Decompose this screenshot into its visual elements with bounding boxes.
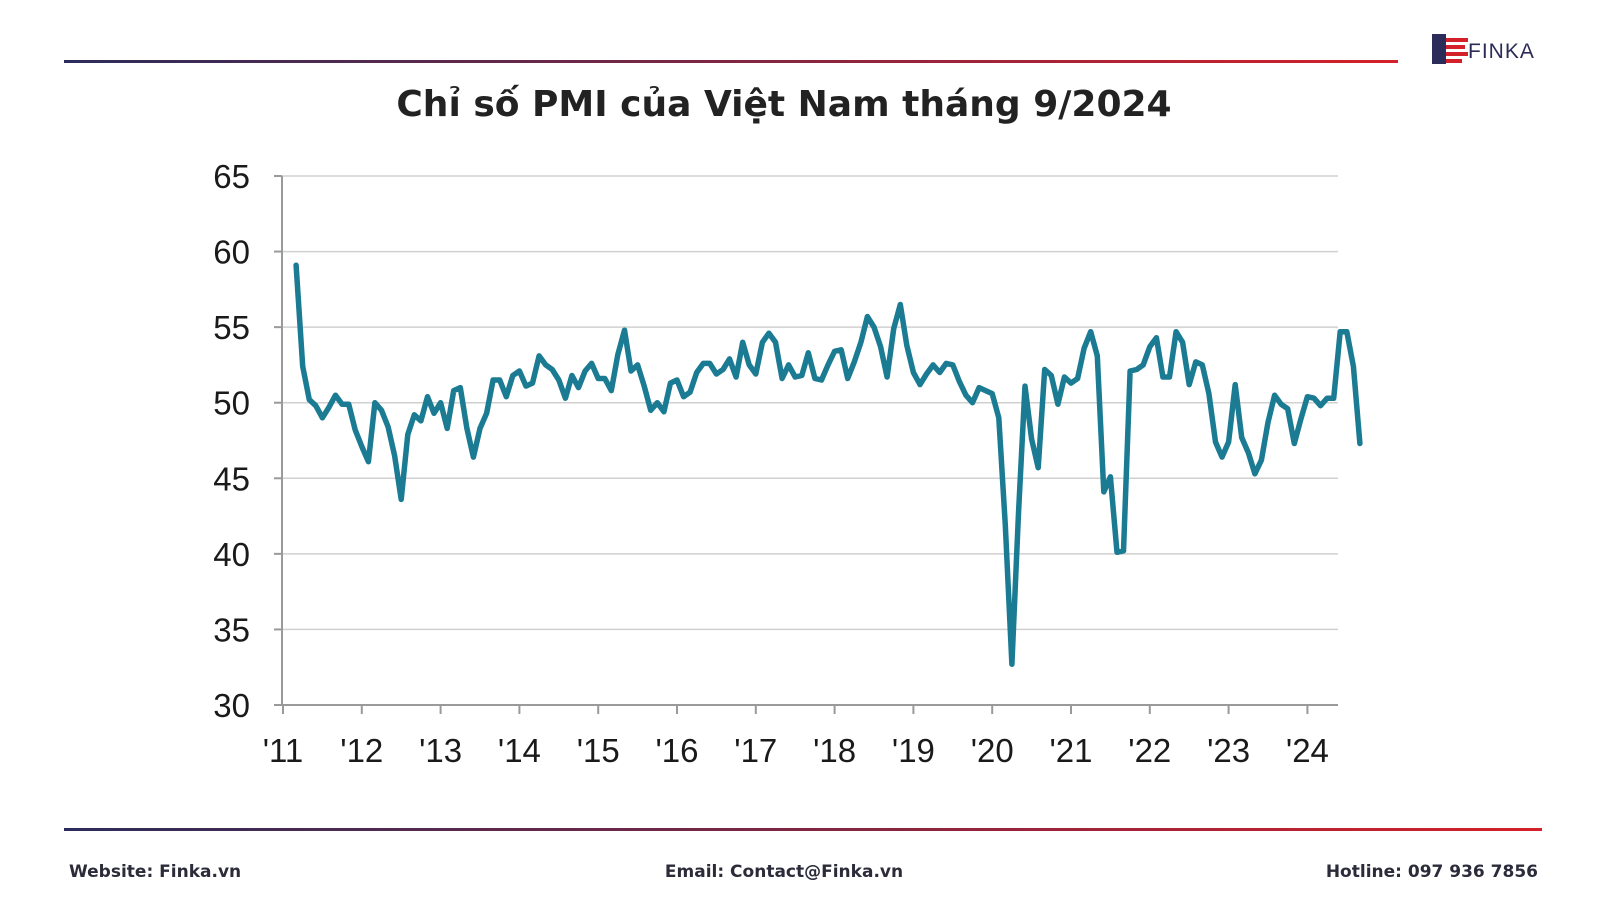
x-tick-label: '20 (971, 732, 1014, 769)
x-tick-labels: '11 '12 '13 '14 '15 '16 '17 '18 '19 '20 '21 '22 '23 '… (263, 732, 1329, 769)
x-tick-label: '21 (1049, 732, 1092, 769)
x-tick-label: '19 (892, 732, 935, 769)
y-tick-label: 50 (213, 385, 250, 422)
footer-hotline: Hotline: 097 936 7856 (1325, 862, 1538, 882)
footer-website[interactable]: Website: Finka.vn (69, 862, 242, 882)
x-tick-label: '16 (655, 732, 698, 769)
y-tick-label: 55 (213, 309, 250, 346)
y-tick-labels: 65 60 55 50 45 40 35 30 (213, 158, 250, 724)
gridlines (282, 175, 1338, 631)
y-tick-label: 35 (213, 611, 250, 648)
x-tick-label: '17 (734, 732, 777, 769)
axes (274, 175, 1338, 714)
y-tick-label: 30 (213, 687, 250, 724)
y-tick-label: 45 (213, 460, 250, 497)
x-tick-label: '15 (577, 732, 620, 769)
chart-title: Chỉ số PMI của Việt Nam tháng 9/2024 (396, 84, 1172, 125)
x-tick-label: '14 (498, 732, 541, 769)
x-tick-label: '12 (340, 732, 383, 769)
footer-email[interactable]: Email: Contact@Finka.vn (664, 862, 904, 882)
pmi-series-line (293, 262, 1363, 667)
x-tick-label: '13 (419, 732, 462, 769)
x-tick-label: '22 (1128, 732, 1171, 769)
header-rule (64, 60, 1398, 63)
y-tick-label: 40 (213, 536, 250, 573)
y-tick-label: 60 (213, 234, 250, 271)
y-tick-label: 65 (213, 158, 250, 195)
x-tick-label: '11 (263, 732, 304, 769)
x-tick-label: '23 (1207, 732, 1250, 769)
x-tick-label: '24 (1286, 732, 1329, 769)
finka-flag-icon (1432, 34, 1468, 64)
footer-rule (64, 828, 1542, 831)
brand-name: FINKA (1468, 40, 1535, 63)
series (293, 262, 1363, 667)
finka-logo: FINKA (1432, 34, 1562, 68)
x-tick-label: '18 (813, 732, 856, 769)
